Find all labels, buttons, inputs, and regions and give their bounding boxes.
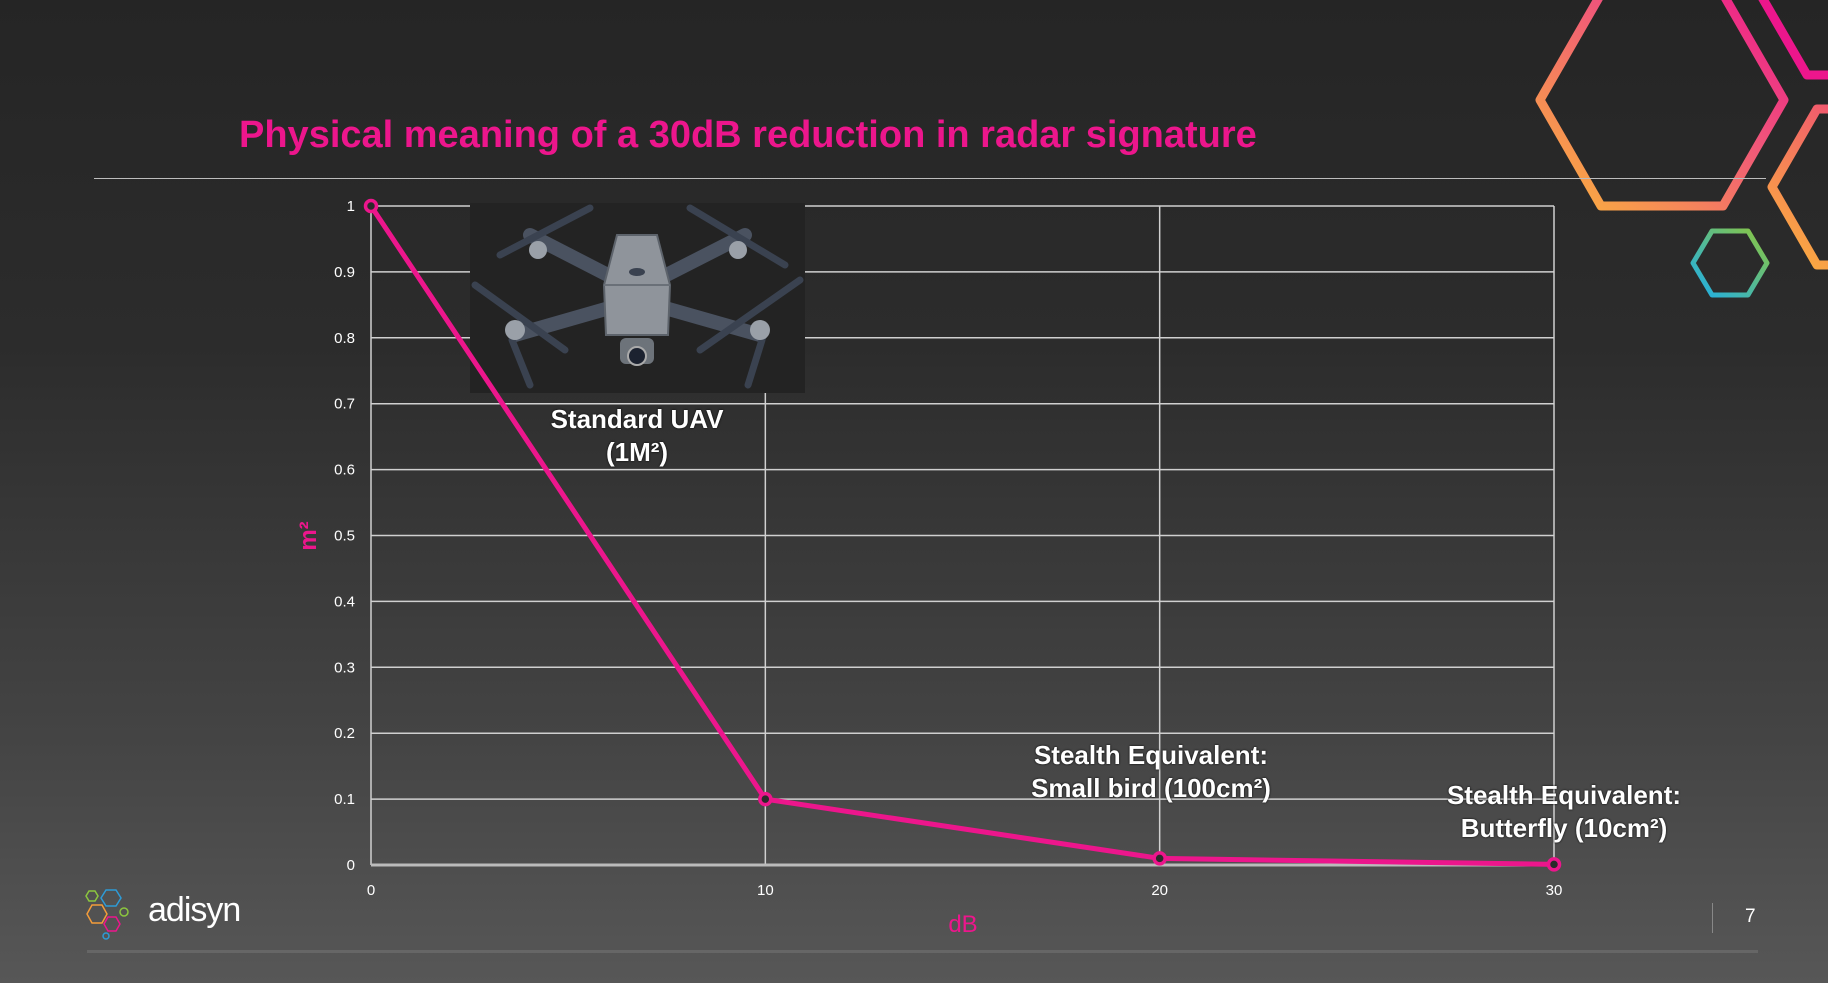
data-point: [1152, 851, 1167, 866]
y-tick-label: 0.4: [334, 593, 355, 610]
butterfly-annotation-line2: Butterfly (10cm²): [1460, 813, 1668, 843]
y-tick-label: 0.5: [334, 528, 355, 545]
y-tick-label: 0.6: [334, 462, 355, 479]
y-tick-label: 0.7: [334, 396, 355, 413]
y-tick-label: 0.3: [334, 659, 355, 676]
x-axis-label: dB: [948, 911, 977, 938]
hexagon-top-right: [1758, 0, 1828, 80]
bird-annotation: Stealth Equivalent: Small bird (100cm²): [1001, 739, 1301, 805]
butterfly-annotation-line1: Stealth Equivalent:: [1446, 780, 1682, 810]
title-divider: [94, 178, 1766, 179]
uav-annotation-line2: (1M²): [605, 437, 669, 467]
page-number-divider: [1712, 903, 1713, 933]
x-tick-label: 30: [1546, 882, 1563, 899]
y-tick-label: 0.8: [334, 330, 355, 347]
y-tick-label: 0.9: [334, 264, 355, 281]
hexagon-right: [1767, 104, 1828, 270]
series-line: [368, 204, 1555, 867]
footer-divider: [87, 950, 1758, 953]
bird-annotation-line1: Stealth Equivalent:: [1033, 740, 1269, 770]
quadcopter-drone-icon: [470, 203, 805, 393]
data-point: [1546, 857, 1562, 872]
adisyn-logo-icon: [85, 889, 129, 940]
data-point: [758, 791, 773, 807]
slide-title: Physical meaning of a 30dB reduction in …: [239, 114, 1257, 156]
hexagon-large: [1535, 0, 1789, 211]
y-tick-label: 0.1: [334, 791, 355, 808]
y-tick-label: 1: [347, 198, 355, 215]
y-tick-label: 0.2: [334, 725, 355, 742]
y-axis-label: m²: [295, 521, 322, 550]
x-tick-label: 20: [1151, 882, 1168, 899]
x-tick-label: 10: [757, 882, 774, 899]
butterfly-annotation: Stealth Equivalent: Butterfly (10cm²): [1414, 779, 1714, 845]
uav-annotation: Standard UAV (1M²): [537, 403, 737, 469]
hexagon-small: [1690, 228, 1770, 298]
y-tick-label: 0: [347, 857, 355, 874]
page-number: 7: [1745, 906, 1756, 927]
uav-annotation-line1: Standard UAV: [550, 404, 724, 434]
x-tick-label: 0: [367, 882, 375, 899]
data-point: [363, 198, 379, 214]
bird-annotation-line2: Small bird (100cm²): [1031, 773, 1271, 803]
logo-text: adisyn: [148, 891, 241, 929]
